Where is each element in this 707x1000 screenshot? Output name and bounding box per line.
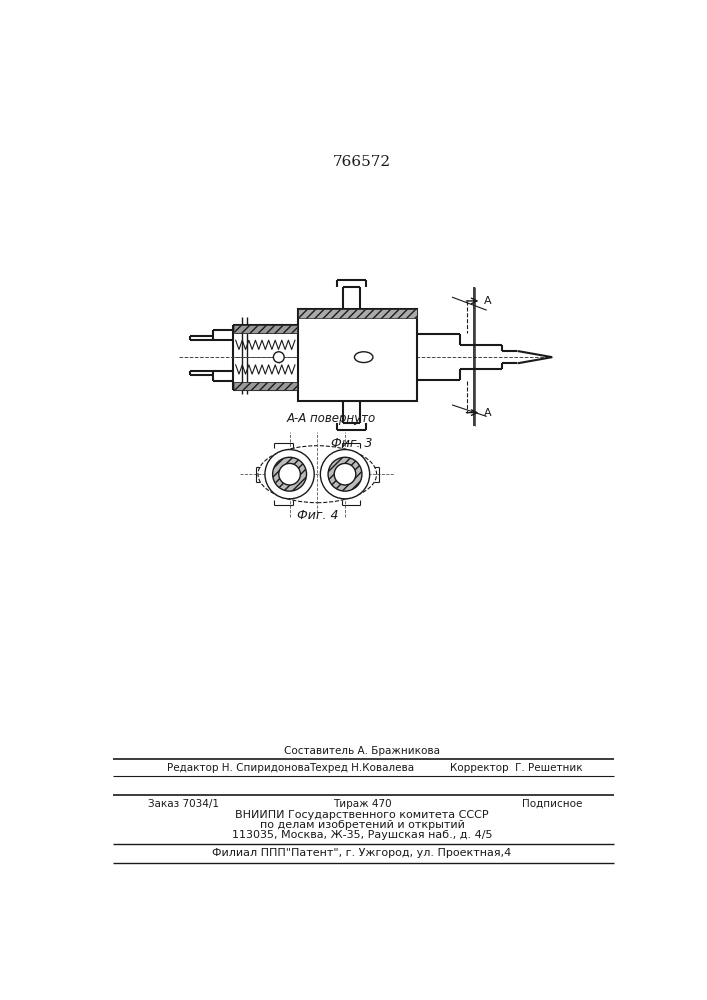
Circle shape xyxy=(328,457,362,491)
Bar xyxy=(234,325,296,333)
Text: А-А повернуто: А-А повернуто xyxy=(286,412,376,425)
Text: Тираж 470: Тираж 470 xyxy=(332,799,391,809)
Text: Фиг. 3: Фиг. 3 xyxy=(331,437,373,450)
Circle shape xyxy=(334,463,356,485)
Text: А: А xyxy=(484,408,492,418)
Text: А: А xyxy=(484,296,492,306)
Bar xyxy=(234,382,296,389)
Text: Филиал ППП"Патент", г. Ужгород, ул. Проектная,4: Филиал ППП"Патент", г. Ужгород, ул. Прое… xyxy=(212,848,512,858)
Text: Корректор  Г. Решетник: Корректор Г. Решетник xyxy=(450,763,583,773)
Bar xyxy=(298,309,417,401)
Text: Фиг. 4: Фиг. 4 xyxy=(296,509,338,522)
Text: 113035, Москва, Ж-35, Раушская наб., д. 4/5: 113035, Москва, Ж-35, Раушская наб., д. … xyxy=(232,830,492,840)
Text: 766572: 766572 xyxy=(333,155,391,169)
Circle shape xyxy=(279,463,300,485)
Bar xyxy=(298,309,417,318)
Ellipse shape xyxy=(354,352,373,363)
Circle shape xyxy=(265,450,314,499)
Text: Составитель А. Бражникова: Составитель А. Бражникова xyxy=(284,746,440,756)
Circle shape xyxy=(320,450,370,499)
Circle shape xyxy=(274,352,284,363)
Text: Редактор Н. Спиридонова: Редактор Н. Спиридонова xyxy=(167,763,310,773)
Text: по делам изобретений и открытий: по делам изобретений и открытий xyxy=(259,820,464,830)
Text: Заказ 7034/1: Заказ 7034/1 xyxy=(148,799,219,809)
Text: ВНИИПИ Государственного комитета СССР: ВНИИПИ Государственного комитета СССР xyxy=(235,810,489,820)
Text: Техред Н.Ковалева: Техред Н.Ковалева xyxy=(310,763,414,773)
Text: Подписное: Подписное xyxy=(522,799,583,809)
Circle shape xyxy=(273,457,307,491)
